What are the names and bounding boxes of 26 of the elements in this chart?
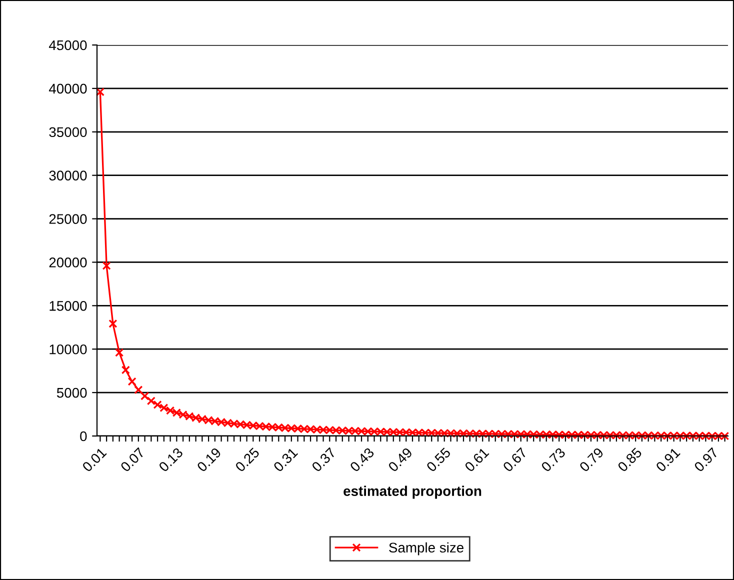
y-tick-label: 0 xyxy=(80,431,87,442)
x-tick-label: 0.79 xyxy=(578,447,604,472)
y-tick-label: 20000 xyxy=(49,258,87,268)
y-tick-label: 5000 xyxy=(56,388,87,398)
x-tick-label: 0.37 xyxy=(311,447,336,472)
y-tick-label: 45000 xyxy=(48,40,87,50)
y-tick-label: 25000 xyxy=(49,214,87,224)
x-axis-title: estimated proportion xyxy=(344,486,482,499)
x-tick-label: 0.55 xyxy=(426,447,452,472)
y-tick-label: 35000 xyxy=(49,127,87,138)
x-tick-label: 0.13 xyxy=(158,447,184,472)
x-tick-label: 0.61 xyxy=(464,447,490,472)
y-tick-label: 40000 xyxy=(48,84,87,94)
legend-label: Sample size xyxy=(389,542,464,556)
y-tick-label: 15000 xyxy=(50,301,87,311)
y-tick-label: 30000 xyxy=(49,170,87,181)
y-tick-label: 10000 xyxy=(50,344,87,354)
x-tick-label: 0.91 xyxy=(655,447,681,472)
x-tick-label: 0.73 xyxy=(540,447,566,472)
x-tick-label: 0.31 xyxy=(272,447,298,472)
x-tick-label: 0.01 xyxy=(82,447,107,472)
x-tick-label: 0.25 xyxy=(234,447,260,472)
x-tick-label: 0.85 xyxy=(617,447,642,472)
x-tick-label: 0.43 xyxy=(349,447,375,472)
x-tick-label: 0.49 xyxy=(388,447,413,472)
x-tick-label: 0.19 xyxy=(196,447,222,472)
